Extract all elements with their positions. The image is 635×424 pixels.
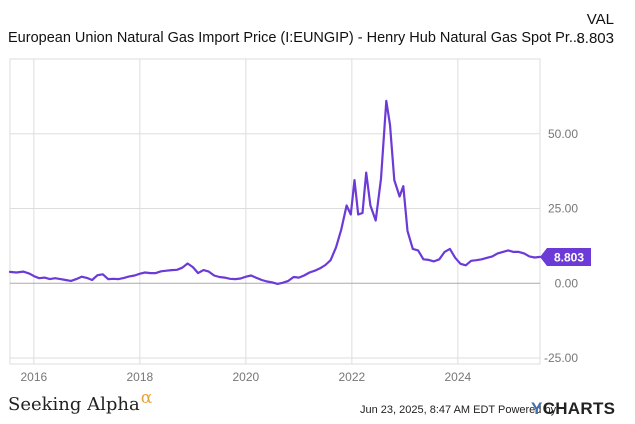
x-tick-label: 2022 xyxy=(338,370,365,384)
last-value-badge xyxy=(540,247,591,266)
current-value: 8.803 xyxy=(576,30,614,47)
x-tick-label: 2016 xyxy=(20,370,47,384)
timestamp-powered-by: Jun 23, 2025, 8:47 AM EDT Powered by xyxy=(360,404,557,416)
ycharts-logo-y: Y xyxy=(531,399,543,418)
alpha-icon: α xyxy=(140,388,153,408)
series-layer xyxy=(8,99,542,285)
y-tick-label: -25.00 xyxy=(544,351,578,365)
x-tick-label: 2020 xyxy=(232,370,259,384)
label-layer: 2016 2018 2020 2022 2024 50.00 25.00 0.00 -25.00… xyxy=(20,127,591,384)
y-tick-label: 0.00 xyxy=(555,276,579,290)
chart-header-title: European Union Natural Gas Import Price … xyxy=(8,30,581,46)
value-column-label: VAL xyxy=(586,11,614,28)
ycharts-logo-text: CHARTS xyxy=(542,399,616,418)
brand-name: Seeking Alpha xyxy=(8,394,140,415)
y-tick-label: 50.00 xyxy=(548,127,578,141)
grid-layer xyxy=(9,58,541,365)
ycharts-logo: YCHARTS xyxy=(531,399,615,419)
seeking-alpha-brand: Seeking Alphaα xyxy=(8,388,152,415)
plot-area-border xyxy=(9,58,541,365)
x-tick-label: 2018 xyxy=(126,370,153,384)
y-tick-label: 25.00 xyxy=(548,202,578,216)
series-line xyxy=(8,99,542,285)
last-value-label: 8.803 xyxy=(554,250,584,264)
x-tick-label: 2024 xyxy=(444,370,471,384)
